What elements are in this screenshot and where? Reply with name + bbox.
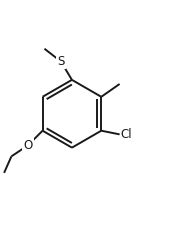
Text: Cl: Cl <box>121 128 132 141</box>
Text: S: S <box>57 55 65 68</box>
Text: O: O <box>23 139 33 152</box>
